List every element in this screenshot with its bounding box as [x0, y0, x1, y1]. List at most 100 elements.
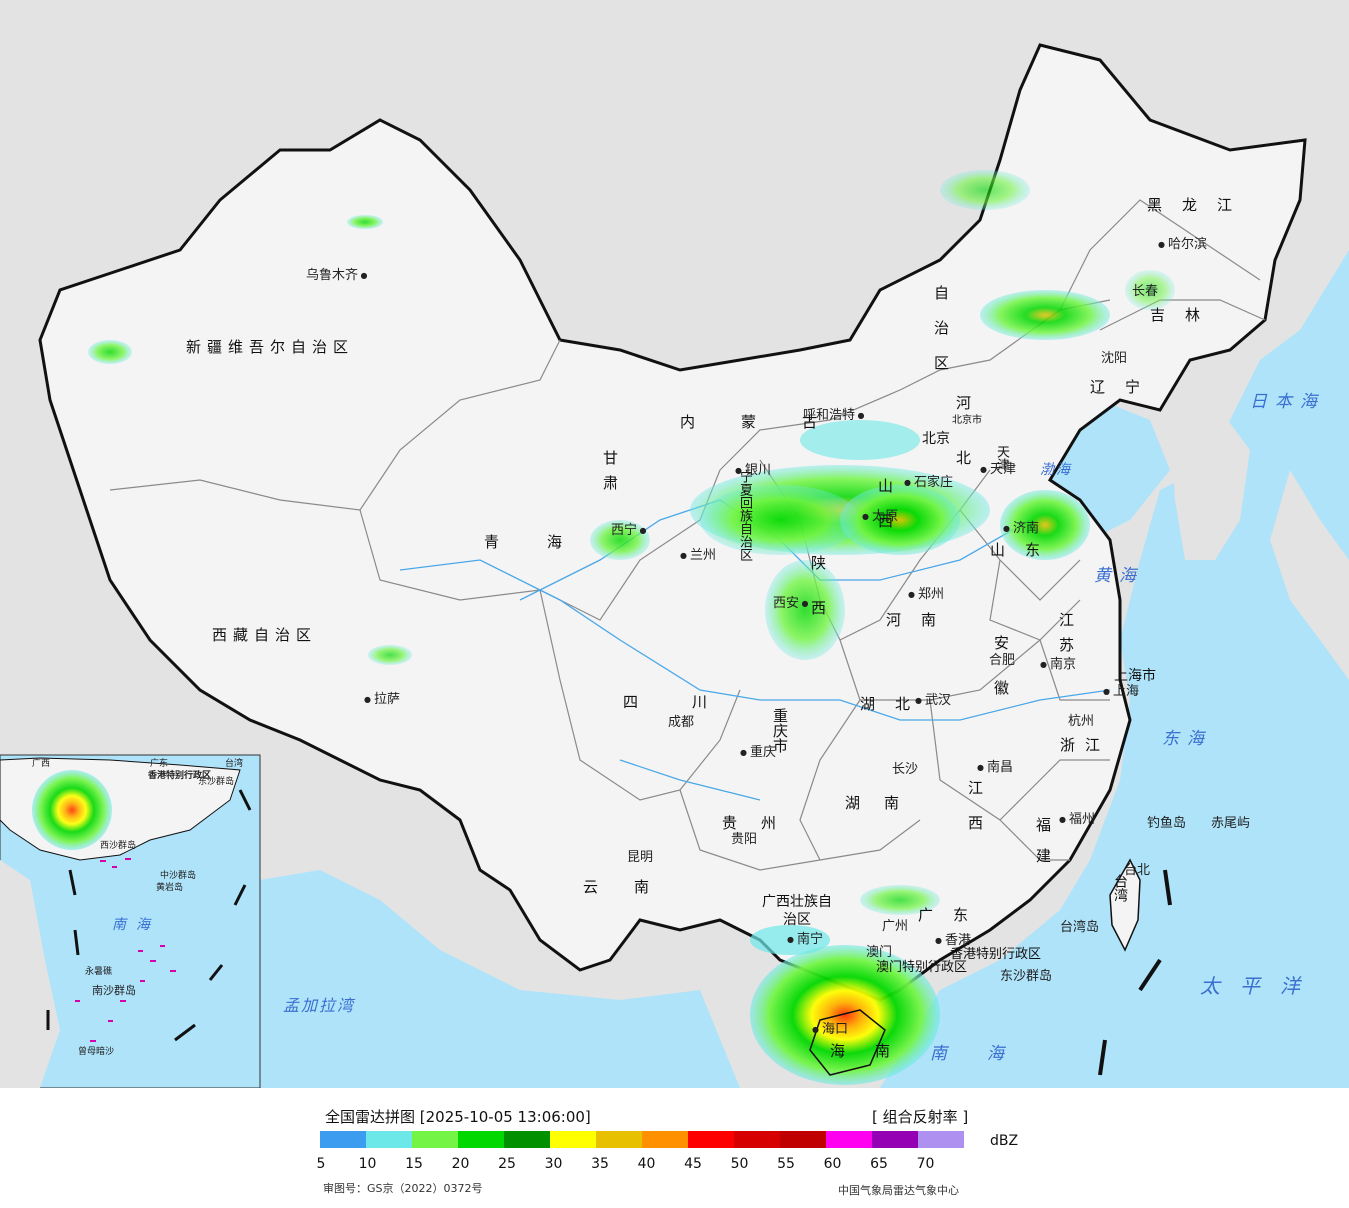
- city-zhengzhou: 郑州: [908, 588, 944, 601]
- inset-guangxi: 广西: [32, 759, 51, 769]
- province-liaoning: 辽宁: [1090, 378, 1161, 396]
- province-taiwan: 台湾: [1112, 874, 1128, 902]
- city-shenyang: 沈阳: [1101, 351, 1128, 366]
- inset-xisha: 西沙群岛: [100, 841, 137, 851]
- province-jilin: 吉林: [1150, 306, 1221, 324]
- scale-tick-label: 55: [777, 1156, 795, 1172]
- scale-swatch: [918, 1131, 964, 1148]
- unit-label: dBZ: [990, 1133, 1019, 1149]
- scale-swatch: [734, 1131, 780, 1148]
- color-scale-bar: [320, 1131, 964, 1148]
- inset-hongkong: 香港特别行政区: [148, 771, 212, 781]
- scale-swatch: [458, 1131, 504, 1148]
- city-macau: 澳门: [866, 945, 893, 960]
- province-guizhou: 贵州: [722, 814, 801, 832]
- sea-south-left: [260, 870, 740, 1088]
- scale-swatch: [596, 1131, 642, 1148]
- province-shandong: 山东: [990, 541, 1061, 559]
- scale-tick-label: 35: [591, 1156, 609, 1172]
- province-hubei: 湖北: [860, 695, 931, 713]
- city-jinan: 济南: [1003, 522, 1039, 535]
- inset-nansha: 南沙群岛: [92, 984, 136, 997]
- sea-japan: 日本海: [1250, 392, 1325, 412]
- city-guangzhou: 广州: [882, 919, 909, 934]
- city-wuhan: 武汉: [915, 694, 951, 707]
- scale-swatch: [550, 1131, 596, 1148]
- city-xian: 西安: [773, 597, 809, 610]
- city-nanchang: 南昌: [977, 761, 1013, 774]
- scale-tick-label: 30: [544, 1156, 563, 1172]
- city-tianjin: 天津: [980, 463, 1016, 476]
- province-jiangxi: 江西: [966, 780, 984, 850]
- city-guiyang: 贵阳: [731, 832, 758, 847]
- map-title: 全国雷达拼图 [2025-10-05 13:06:00]: [325, 1108, 591, 1126]
- city-kunming: 昆明: [627, 850, 654, 865]
- scale-tick-label: 65: [870, 1156, 888, 1172]
- city-nanjing: 南京: [1040, 658, 1076, 671]
- taiwan-island: [1109, 858, 1141, 952]
- province-heilongjiang: 黑龙江: [1147, 196, 1253, 214]
- island-chiwei: 赤尾屿: [1211, 816, 1251, 831]
- inset-dongsha: 东沙群岛: [198, 777, 235, 787]
- province-hainan: 海南: [830, 1042, 921, 1060]
- scale-swatch: [780, 1131, 826, 1148]
- scale-swatch: [826, 1131, 872, 1148]
- province-xinjiang: 新疆维吾尔自治区: [186, 338, 355, 356]
- inset-taiwan: 台湾: [225, 759, 244, 769]
- province-henan: 河南: [886, 611, 957, 629]
- scale-tick-label: 15: [405, 1156, 423, 1172]
- city-yinchuan: 银川: [735, 464, 771, 477]
- hainan-island: [809, 1009, 886, 1076]
- province-yunnan: 云南: [583, 878, 686, 896]
- scale-tick-label: 25: [498, 1156, 516, 1172]
- inset-huangyan: 黄岩岛: [156, 883, 184, 893]
- city-lhasa: 拉萨: [364, 693, 400, 706]
- city-taipei: 台北: [1124, 863, 1151, 878]
- province-chongqing: 重庆市: [771, 708, 789, 753]
- city-beijing: 北京: [922, 431, 950, 447]
- product-label: [ 组合反射率 ]: [872, 1108, 969, 1126]
- scale-tick-label: 10: [358, 1156, 377, 1172]
- approval-number: 审图号：GS京（2022）0372号: [323, 1182, 483, 1195]
- city-shijiazhuang: 石家庄: [904, 476, 953, 489]
- inset-nanhai: 南海: [112, 917, 160, 933]
- city-chengdu: 成都: [668, 715, 695, 730]
- province-jiangsu: 江苏: [1057, 612, 1075, 662]
- island-dongsha: 东沙群岛: [1000, 969, 1053, 984]
- scale-swatch: [366, 1131, 412, 1148]
- city-xining: 西宁: [611, 524, 647, 537]
- scale-swatch: [504, 1131, 550, 1148]
- scale-tick-label: 40: [637, 1156, 656, 1172]
- island-diaoyu: 钓鱼岛: [1147, 816, 1187, 831]
- city-harbin: 哈尔滨: [1158, 238, 1207, 251]
- province-sichuan: 四川: [623, 693, 762, 711]
- city-fuzhou: 福州: [1059, 813, 1095, 826]
- island-taiwan-dao: 台湾岛: [1060, 920, 1100, 935]
- map-canvas: [0, 0, 1349, 1089]
- province-beijing: 北京市: [952, 415, 982, 426]
- province-hongkong: 香港特别行政区: [950, 947, 1042, 962]
- province-macau: 澳门特别行政区: [876, 960, 968, 975]
- province-neimenggu: 内蒙古: [680, 413, 864, 431]
- organization-label: 中国气象局雷达气象中心: [838, 1184, 959, 1197]
- city-shanghai: 上海: [1103, 685, 1139, 698]
- scale-swatch: [412, 1131, 458, 1148]
- province-fujian: 福建: [1034, 817, 1052, 879]
- sea-south-china: 南海: [930, 1044, 1044, 1064]
- inset-zhongsha: 中沙群岛: [160, 871, 197, 881]
- city-urumqi: 乌鲁木齐: [306, 269, 368, 282]
- province-shanghai: 上海市: [1114, 668, 1156, 684]
- inset-guangdong: 广东: [150, 759, 169, 769]
- city-hongkong: 香港: [935, 934, 971, 947]
- sea-pacific: 太平洋: [1200, 974, 1320, 998]
- province-xizang: 西藏自治区: [212, 626, 318, 644]
- sea-bohai: 渤海: [1040, 462, 1072, 478]
- scale-tick-label: 45: [684, 1156, 702, 1172]
- legend-panel: 全国雷达拼图 [2025-10-05 13:06:00] [ 组合反射率 ] d…: [0, 1088, 1349, 1208]
- city-taiyuan: 太原: [862, 510, 898, 523]
- scale-swatch: [642, 1131, 688, 1148]
- city-hangzhou: 杭州: [1068, 714, 1095, 729]
- inset-yongshu: 永暑礁: [85, 967, 113, 977]
- province-shaanxi: 陕西: [809, 555, 827, 645]
- scale-tick-label: 70: [916, 1156, 935, 1172]
